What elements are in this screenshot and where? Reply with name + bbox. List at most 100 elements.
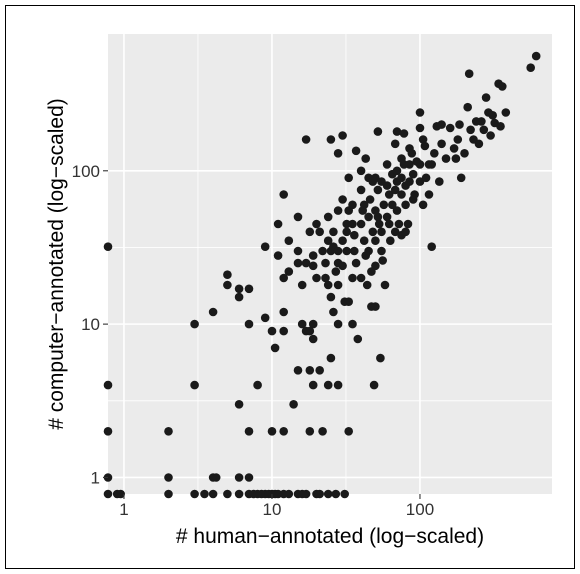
data-point: [348, 200, 357, 210]
data-point: [164, 427, 173, 436]
data-point: [350, 246, 359, 256]
data-point: [365, 195, 375, 204]
data-point: [531, 51, 541, 61]
data-point: [223, 270, 232, 280]
data-point: [244, 284, 254, 294]
y-tick-label: 1: [91, 468, 100, 487]
data-point: [234, 489, 244, 499]
data-point: [312, 219, 321, 229]
data-point: [373, 212, 383, 222]
data-point: [164, 489, 173, 499]
data-point: [333, 206, 343, 215]
data-point: [407, 149, 417, 158]
x-axis-title: # human−annotated (log−scaled): [176, 525, 484, 548]
data-point: [234, 284, 244, 294]
y-axis-title: # computer−annotated (log−scaled): [45, 98, 68, 430]
data-point: [373, 185, 383, 195]
data-point: [305, 326, 315, 336]
data-point: [488, 111, 498, 120]
data-point: [301, 489, 311, 499]
data-point: [501, 108, 511, 117]
data-point: [392, 166, 402, 176]
data-point: [279, 427, 289, 436]
data-point: [453, 135, 463, 144]
data-point: [344, 427, 354, 436]
data-point: [463, 102, 473, 112]
data-point: [338, 261, 347, 271]
data-point: [348, 219, 357, 229]
data-point: [460, 149, 469, 158]
data-point: [364, 212, 373, 222]
data-point: [305, 366, 315, 375]
data-point: [474, 139, 484, 149]
data-point: [427, 242, 437, 251]
data-point: [308, 251, 318, 260]
data-point: [329, 307, 338, 317]
data-point: [399, 129, 409, 138]
data-point: [403, 219, 413, 229]
data-point: [415, 160, 425, 169]
data-point: [481, 93, 491, 102]
data-point: [321, 273, 330, 283]
data-point: [464, 69, 474, 78]
data-point: [279, 190, 289, 199]
data-point: [430, 149, 439, 158]
data-point: [315, 227, 325, 237]
data-point: [382, 160, 392, 169]
data-point: [410, 190, 419, 199]
data-point: [408, 169, 418, 179]
data-point: [445, 123, 455, 133]
major-gridlines: [108, 34, 552, 494]
data-point: [338, 195, 347, 204]
data-point: [305, 227, 315, 237]
data-point: [342, 227, 352, 237]
data-point: [390, 139, 400, 149]
data-point: [223, 489, 232, 499]
y-tick-label: 100: [72, 162, 100, 181]
x-tick-label: 10: [263, 500, 282, 519]
data-point: [293, 366, 303, 375]
data-point: [342, 246, 352, 256]
data-point: [305, 427, 315, 436]
data-point: [351, 258, 361, 268]
data-point: [312, 273, 321, 283]
data-point: [190, 380, 199, 390]
data-point: [477, 117, 486, 126]
data-point: [103, 380, 113, 390]
data-point: [284, 489, 294, 499]
data-point: [380, 280, 390, 290]
data-point: [441, 154, 451, 163]
data-point: [301, 258, 311, 268]
data-point: [421, 173, 431, 183]
data-point: [456, 173, 466, 183]
data-point: [378, 256, 388, 265]
data-point: [326, 353, 336, 363]
data-point: [333, 246, 343, 256]
data-point: [451, 154, 461, 163]
data-point: [190, 319, 199, 329]
data-point: [371, 261, 380, 271]
data-point: [331, 267, 341, 276]
data-point: [496, 122, 505, 131]
data-point: [437, 139, 446, 149]
data-point: [377, 246, 386, 256]
axis-ticks: 1 10 100 1 10 100: [72, 162, 435, 519]
data-point: [329, 227, 338, 237]
data-point: [427, 160, 437, 169]
data-point: [377, 227, 386, 237]
data-point: [374, 219, 384, 229]
data-point: [486, 131, 495, 140]
data-point: [340, 489, 350, 499]
data-point: [293, 246, 303, 256]
plot-panel: [108, 34, 552, 494]
data-point: [401, 200, 410, 210]
data-point: [190, 489, 199, 499]
data-point: [359, 200, 369, 210]
data-point: [388, 200, 397, 210]
data-point: [424, 190, 434, 199]
data-point: [356, 219, 366, 229]
data-point: [234, 400, 244, 409]
data-point: [353, 334, 363, 344]
data-point: [382, 212, 392, 222]
